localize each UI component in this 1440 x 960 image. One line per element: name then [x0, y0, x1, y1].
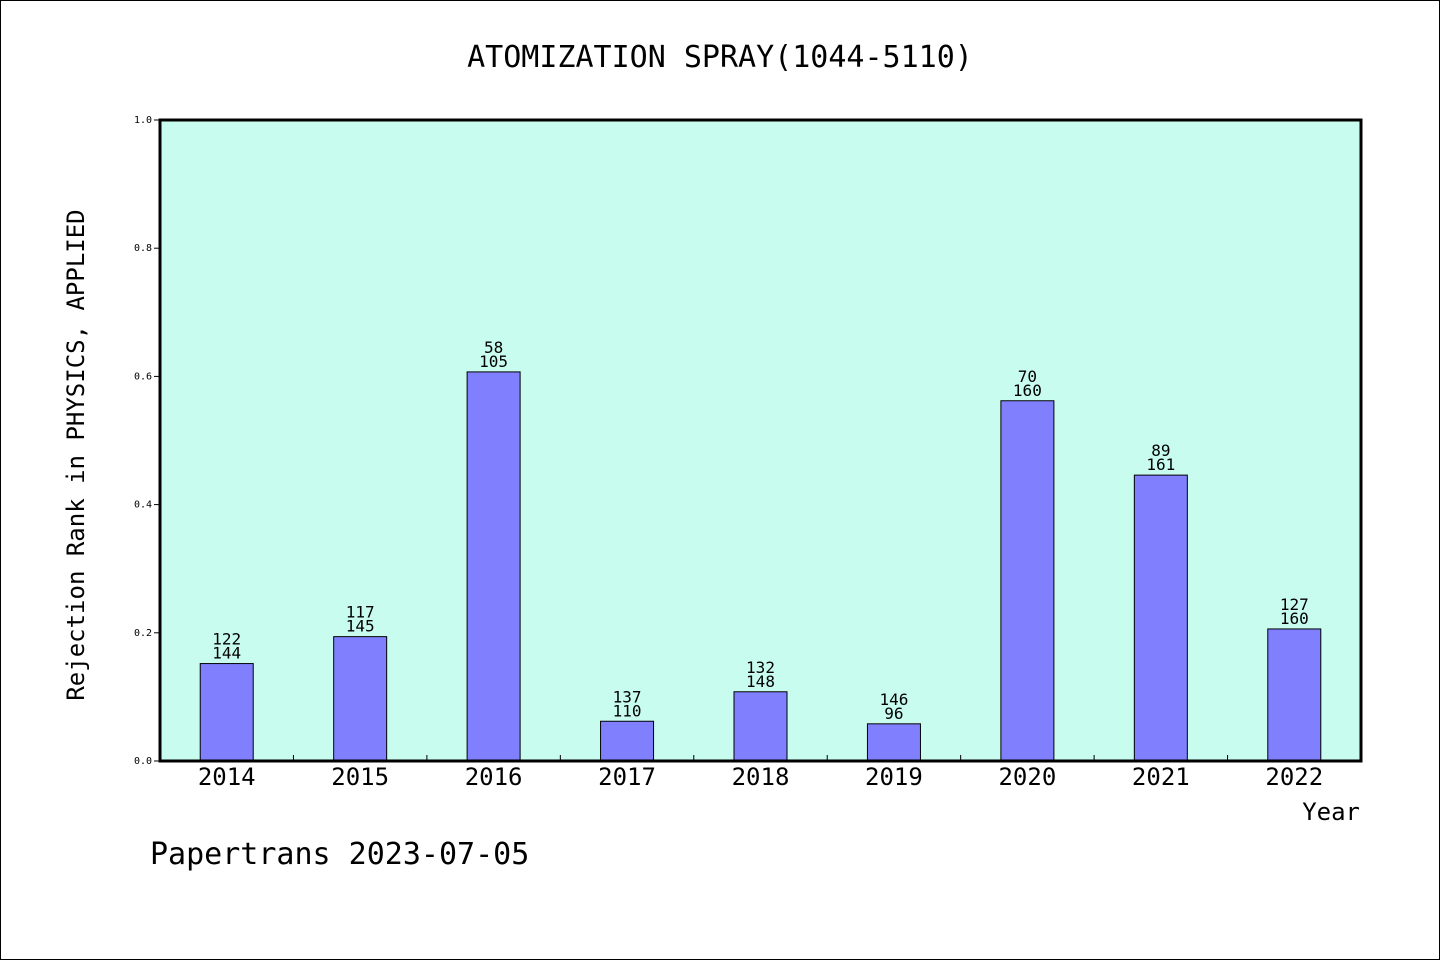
bar-2014 [199, 663, 254, 762]
x-axis-label: Year [1302, 798, 1360, 826]
bar-label-top: 89 [1151, 441, 1170, 460]
bar-2022 [1267, 628, 1322, 762]
bar-label-top: 137 [613, 687, 642, 706]
y-tick-label: 0.8 [134, 243, 152, 254]
x-axis-ticks: 2014 2015 2016 2017 2018 2019 2020 2021 2022 [198, 755, 1323, 791]
plot-border [158, 118, 1363, 763]
chart-title: ATOMIZATION SPRAY(1044-5110) [467, 40, 973, 75]
bar-label-bottom: 145 [346, 617, 375, 636]
bar-2021 [1133, 474, 1188, 762]
x-tick-label: 2022 [1265, 763, 1323, 791]
y-tick-label: 0.0 [134, 756, 152, 767]
bar-label-bottom: 144 [212, 644, 241, 663]
bar-label-bottom: 96 [884, 704, 903, 723]
bar-2019 [866, 723, 921, 762]
y-axis-label: Rejection Rank in PHYSICS, APPLIED [62, 209, 90, 700]
x-tick-label: 2016 [465, 763, 523, 791]
bar-labels: 1221441171455810513711013214814696701608… [212, 338, 1308, 723]
bar-2018 [733, 691, 788, 762]
x-tick-label: 2017 [598, 763, 656, 791]
x-tick-label: 2020 [998, 763, 1056, 791]
footer-credit: Papertrans 2023-07-05 [150, 837, 529, 872]
bar-2020 [1000, 400, 1055, 762]
bar-2015 [333, 636, 388, 762]
bar-label-top: 58 [484, 338, 503, 357]
y-axis-ticks: 0.0 0.2 0.4 0.6 0.8 1.0 [134, 115, 160, 767]
bar-label-bottom: 105 [479, 352, 508, 371]
bar-2016 [466, 371, 521, 762]
bar-label-top: 70 [1018, 367, 1037, 386]
y-tick-label: 0.4 [134, 500, 152, 511]
bar-label-top: 146 [879, 690, 908, 709]
bar-label-bottom: 160 [1013, 381, 1042, 400]
bar-label-top: 117 [346, 603, 375, 622]
bar-2017 [600, 720, 655, 762]
bar-label-bottom: 161 [1146, 455, 1175, 474]
x-tick-label: 2014 [198, 763, 256, 791]
bar-label-top: 122 [212, 630, 241, 649]
y-tick-label: 0.6 [134, 371, 152, 382]
bar-label-bottom: 110 [613, 701, 642, 720]
bar-label-top: 132 [746, 658, 775, 677]
x-tick-label: 2018 [732, 763, 790, 791]
x-tick-label: 2021 [1132, 763, 1190, 791]
bar-label-bottom: 148 [746, 672, 775, 691]
bar-label-top: 127 [1280, 595, 1309, 614]
x-tick-label: 2015 [331, 763, 389, 791]
x-tick-label: 2019 [865, 763, 923, 791]
y-tick-label: 1.0 [134, 115, 152, 126]
bar-label-bottom: 160 [1280, 609, 1309, 628]
bars [199, 371, 1322, 762]
y-tick-label: 0.2 [134, 628, 152, 639]
